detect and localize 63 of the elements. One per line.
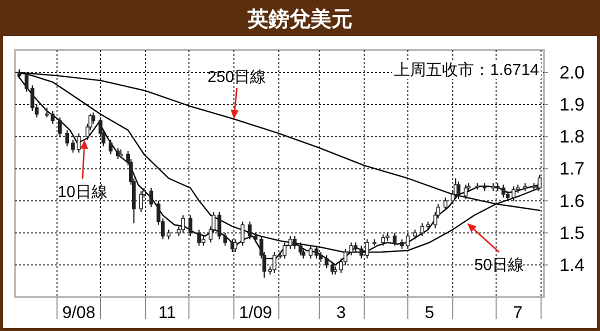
candlestick bbox=[50, 110, 55, 124]
candlestick bbox=[223, 232, 228, 246]
candlestick bbox=[217, 211, 222, 240]
y-tick-label: 1.4 bbox=[559, 254, 585, 275]
candlestick bbox=[44, 107, 49, 118]
chart-title: 英鎊兌美元 bbox=[246, 7, 352, 31]
candlestick bbox=[506, 190, 510, 202]
candlestick bbox=[58, 116, 62, 138]
candlestick bbox=[502, 184, 506, 198]
x-tick-label: 3 bbox=[336, 303, 346, 322]
candlestick bbox=[240, 221, 244, 246]
candlestick bbox=[116, 147, 120, 160]
annotation: 50日線 bbox=[474, 257, 524, 274]
candlestick bbox=[354, 242, 358, 253]
candlestick bbox=[298, 242, 302, 256]
candlestick bbox=[248, 221, 252, 240]
candlestick bbox=[324, 254, 329, 269]
candlestick bbox=[444, 196, 448, 211]
candlestick bbox=[65, 130, 70, 147]
annotation: 10日線 bbox=[58, 184, 108, 201]
candlestick bbox=[359, 245, 364, 260]
candlestick bbox=[400, 238, 404, 250]
candlestick bbox=[71, 139, 75, 154]
annotation: 250日線 bbox=[207, 68, 266, 86]
y-tick-label: 1.5 bbox=[559, 222, 585, 243]
candlestick bbox=[166, 229, 171, 240]
candlestick bbox=[233, 238, 238, 253]
candlestick bbox=[392, 232, 397, 246]
candlestick bbox=[420, 222, 424, 237]
candlestick bbox=[365, 238, 370, 260]
candlestick bbox=[139, 190, 143, 213]
x-tick-label: 5 bbox=[424, 303, 434, 322]
candlestick bbox=[149, 187, 154, 208]
candlestick bbox=[254, 232, 258, 244]
candlestick bbox=[292, 235, 297, 250]
candlestick bbox=[288, 235, 292, 250]
x-tick-label: 7 bbox=[513, 303, 523, 322]
candlestick bbox=[456, 180, 460, 200]
candlestick bbox=[381, 234, 386, 246]
x-tick-label: 11 bbox=[158, 303, 176, 322]
y-tick-label: 1.7 bbox=[559, 158, 585, 179]
candlestick bbox=[24, 72, 28, 92]
candlestick bbox=[406, 232, 410, 250]
candlestick bbox=[318, 251, 323, 262]
candlestick bbox=[314, 245, 318, 260]
candlestick bbox=[413, 229, 417, 240]
candlestick bbox=[76, 132, 81, 154]
candlestick bbox=[108, 139, 113, 155]
candlestick bbox=[17, 68, 22, 80]
y-tick-label: 1.9 bbox=[559, 94, 585, 115]
candlestick bbox=[181, 214, 186, 234]
candlestick bbox=[188, 214, 192, 237]
candlestick bbox=[308, 245, 313, 260]
x-tick-label: 1/09 bbox=[239, 303, 272, 322]
annotation: 上周五收市：1.6714 bbox=[394, 61, 540, 79]
y-tick-label: 1.6 bbox=[559, 190, 585, 211]
candlestick bbox=[282, 242, 286, 260]
y-tick-label: 1.8 bbox=[559, 126, 585, 147]
x-tick-label: 9/08 bbox=[62, 303, 96, 322]
candlestick bbox=[464, 184, 468, 200]
candlestick bbox=[349, 242, 354, 256]
y-tick-label: 2.0 bbox=[559, 62, 585, 82]
candlestick bbox=[330, 261, 334, 276]
